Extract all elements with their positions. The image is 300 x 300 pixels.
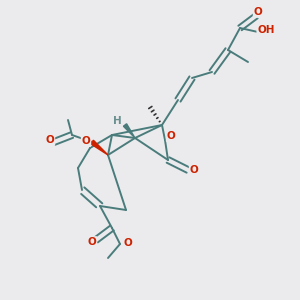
Text: O: O [88,237,96,247]
Text: H: H [112,116,122,126]
Polygon shape [91,140,108,155]
Text: O: O [82,136,90,146]
Text: O: O [167,131,176,141]
Text: OH: OH [257,25,275,35]
Text: O: O [254,7,262,17]
Text: O: O [124,238,132,248]
Polygon shape [123,124,135,138]
Text: O: O [190,165,198,175]
Text: O: O [46,135,54,145]
